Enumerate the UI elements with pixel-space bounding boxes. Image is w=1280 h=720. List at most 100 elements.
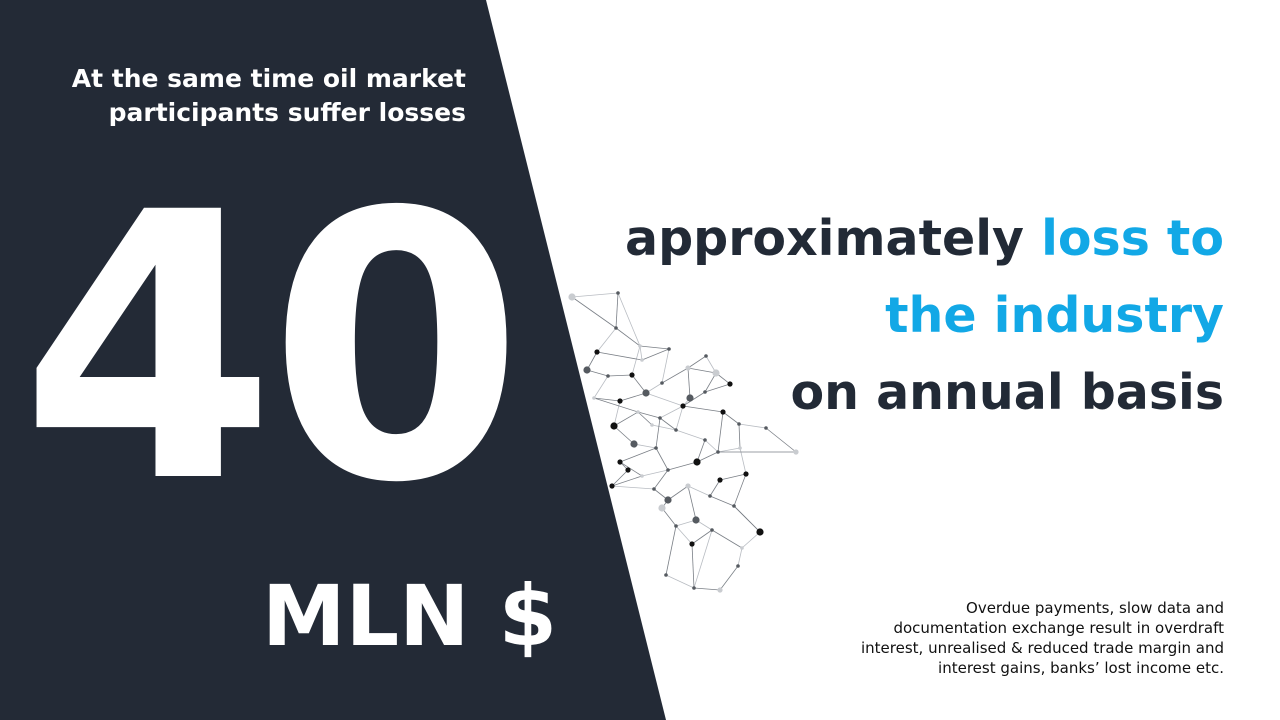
network-node (609, 483, 615, 489)
network-node (629, 372, 635, 378)
intro-text: At the same time oil market participants… (46, 62, 466, 130)
network-link (661, 348, 670, 384)
network-node (610, 422, 618, 430)
network-link (682, 391, 706, 407)
network-link (675, 405, 684, 431)
network-node (658, 504, 666, 512)
network-link (667, 461, 698, 471)
network-node (592, 396, 596, 400)
network-link (687, 485, 711, 497)
network-node (674, 428, 678, 432)
network-link (645, 392, 684, 407)
footnote: Overdue payments, slow data and document… (804, 598, 1224, 678)
network-link (719, 565, 739, 591)
network-node (674, 524, 678, 528)
intro-line-2: participants suffer losses (108, 98, 466, 127)
network-link (709, 495, 735, 507)
footnote-line-3: interest, unrealised & reduced trade mar… (861, 639, 1224, 657)
network-node (658, 416, 662, 420)
network-link (733, 473, 747, 507)
network-link (691, 529, 713, 545)
network-link (704, 439, 719, 453)
network-node (616, 291, 620, 295)
network-link (693, 529, 713, 589)
network-link (717, 447, 741, 453)
network-node (594, 349, 600, 355)
network-link (637, 411, 661, 419)
network-node (685, 483, 691, 489)
network-link (611, 485, 655, 490)
network-link (722, 411, 740, 425)
intro-line-1: At the same time oil market (71, 64, 466, 93)
network-node (583, 366, 591, 374)
network-link (661, 367, 689, 384)
network-link (696, 451, 719, 463)
network-node (738, 446, 742, 450)
network-link (693, 587, 721, 591)
headline-accent-1: loss to (1041, 210, 1224, 267)
network-link (641, 469, 669, 477)
network-node (716, 450, 720, 454)
network-link (687, 485, 697, 521)
network-node (693, 458, 701, 466)
network-node (736, 564, 740, 568)
network-link (711, 529, 743, 549)
network-node (638, 344, 642, 348)
network-link (665, 574, 695, 589)
network-link (665, 525, 677, 576)
network-node (652, 487, 656, 491)
unit-label: MLN $ (262, 567, 558, 665)
network-link (613, 400, 621, 427)
network-link (617, 292, 641, 347)
network-node (743, 471, 749, 477)
network-node (692, 516, 700, 524)
network-link (586, 369, 609, 377)
network-node (717, 477, 723, 483)
network-node (568, 293, 576, 301)
network-link (641, 348, 670, 361)
network-node (664, 496, 672, 504)
network-link (717, 411, 724, 453)
network-link (765, 427, 797, 453)
network-node (650, 423, 654, 427)
network-link (687, 355, 707, 369)
network-link (738, 423, 767, 429)
network-link (571, 292, 619, 298)
network-link (737, 547, 743, 567)
network-node (686, 394, 694, 402)
network-link (619, 392, 647, 402)
big-number: 40 (20, 134, 524, 563)
network-node (704, 354, 708, 358)
network-node (703, 390, 707, 394)
network-link (613, 411, 639, 427)
network-link (631, 345, 641, 376)
network-node (667, 347, 671, 351)
network-link (611, 469, 629, 487)
network-link (675, 525, 693, 545)
footnote-line-2: documentation exchange result in overdra… (893, 619, 1224, 637)
network-link (655, 447, 669, 471)
network-node (685, 365, 691, 371)
network-link (619, 461, 643, 477)
network-link (639, 345, 643, 361)
network-link (631, 374, 647, 394)
network-node (617, 398, 623, 404)
network-link (733, 505, 761, 533)
network-node (727, 381, 733, 387)
network-link (667, 485, 689, 501)
network-node (717, 587, 723, 593)
network-node (666, 468, 670, 472)
network-node (680, 403, 686, 409)
network-node (720, 409, 726, 415)
network-link (593, 397, 621, 402)
network-node (630, 440, 638, 448)
network-node (660, 381, 664, 385)
network-link (593, 375, 609, 399)
network-node (732, 504, 736, 508)
headline-line-3: on annual basis (790, 364, 1224, 421)
network-link (611, 475, 643, 487)
network-node (642, 389, 650, 397)
network-node (689, 541, 695, 547)
